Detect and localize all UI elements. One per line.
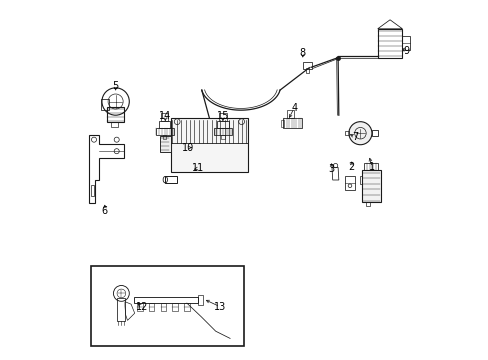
Circle shape: [348, 122, 371, 145]
Text: 10: 10: [182, 143, 194, 153]
Text: 1: 1: [368, 162, 375, 172]
Bar: [155, 128, 173, 135]
Bar: [345, 131, 348, 135]
Bar: [402, 36, 409, 50]
Bar: [110, 122, 118, 127]
Bar: [363, 163, 378, 170]
Bar: [219, 113, 226, 121]
Bar: [160, 136, 171, 152]
Bar: [303, 62, 311, 69]
Bar: [165, 176, 177, 183]
Bar: [283, 118, 302, 128]
Text: 4: 4: [290, 103, 297, 113]
Bar: [137, 303, 142, 311]
Text: 3: 3: [328, 164, 334, 174]
Bar: [359, 176, 362, 184]
Bar: [221, 135, 224, 139]
Text: 9: 9: [403, 46, 409, 56]
Bar: [286, 110, 294, 118]
Text: 11: 11: [191, 163, 203, 174]
Bar: [133, 297, 198, 303]
Bar: [170, 118, 247, 172]
Bar: [371, 130, 378, 136]
Bar: [197, 295, 203, 305]
Bar: [366, 202, 370, 206]
Bar: [361, 170, 380, 202]
Bar: [148, 303, 154, 311]
Text: 12: 12: [136, 302, 148, 312]
Text: 6: 6: [102, 206, 108, 216]
Bar: [91, 266, 244, 346]
Bar: [161, 113, 168, 121]
Bar: [117, 298, 125, 321]
Bar: [377, 29, 402, 58]
Bar: [163, 135, 166, 139]
Text: 2: 2: [348, 162, 354, 172]
Bar: [344, 176, 355, 190]
Bar: [280, 120, 284, 127]
Bar: [160, 303, 166, 311]
Text: 5: 5: [112, 81, 119, 91]
Bar: [305, 68, 309, 73]
Bar: [107, 107, 124, 122]
Bar: [101, 99, 109, 110]
Bar: [159, 121, 170, 128]
Bar: [217, 121, 228, 128]
Text: 13: 13: [213, 302, 225, 312]
Text: 8: 8: [299, 48, 305, 58]
Text: 15: 15: [216, 111, 228, 121]
Bar: [213, 128, 231, 135]
Bar: [172, 303, 178, 311]
Text: 7: 7: [351, 132, 358, 142]
Bar: [183, 303, 189, 311]
Text: 14: 14: [159, 111, 171, 121]
Bar: [91, 185, 94, 196]
